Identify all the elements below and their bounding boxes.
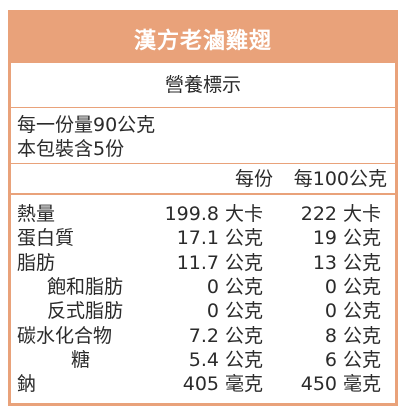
value-per-100g: 450 [300,373,337,396]
unit-per-serving: 公克 [225,300,264,323]
divider [11,163,395,164]
unit-per-100g: 毫克 [343,373,382,396]
value-per-100g: 222 [300,203,337,225]
nutrient-name: 蛋白質 [17,227,75,250]
divider [11,107,395,108]
column-header-per-100g: 每100公克 [293,168,387,190]
serving-size: 每一份量90公克 [17,114,156,136]
unit-per-100g: 公克 [343,324,382,347]
unit-per-100g: 公克 [343,300,382,323]
unit-per-serving: 公克 [225,227,264,250]
value-per-serving: 7.2 [188,324,219,347]
nutrient-name: 碳水化合物 [17,324,113,347]
unit-per-100g: 公克 [343,251,382,274]
nutrition-label: 漢方老滷雞翅 營養標示 每一份量90公克 本包裝含5份 每份 每100公克 熱量… [8,10,398,406]
value-per-serving: 5.4 [188,348,219,371]
value-per-serving: 0 [206,300,219,323]
nutrition-facts-heading: 營養標示 [164,74,241,96]
servings-per-package: 本包裝含5份 [17,138,125,160]
value-per-100g: 0 [324,300,337,323]
nutrient-name: 熱量 [17,203,56,225]
value-per-serving: 0 [206,275,219,298]
value-per-100g: 0 [324,275,337,298]
unit-per-serving: 公克 [225,348,264,371]
unit-per-100g: 公克 [343,275,382,298]
nutrient-name: 反式脂肪 [47,300,124,323]
nutrient-name: 脂肪 [17,251,56,274]
value-per-100g: 13 [312,251,337,274]
divider [11,193,395,195]
value-per-serving: 199.8 [164,203,219,225]
unit-per-serving: 公克 [225,251,264,274]
column-header-per-serving: 每份 [234,168,273,190]
value-per-100g: 19 [312,227,337,250]
value-per-100g: 6 [324,348,337,371]
value-per-serving: 17.1 [176,227,219,250]
title-banner: 漢方老滷雞翅 [11,13,395,63]
unit-per-100g: 公克 [343,227,382,250]
nutrient-name: 飽和脂肪 [47,275,124,298]
unit-per-serving: 公克 [225,275,264,298]
unit-per-100g: 公克 [343,348,382,371]
unit-per-serving: 大卡 [225,203,264,225]
unit-per-serving: 公克 [225,324,264,347]
value-per-100g: 8 [324,324,337,347]
unit-per-100g: 大卡 [343,203,382,225]
unit-per-serving: 毫克 [225,373,264,396]
nutrient-name: 糖 [71,348,91,371]
product-title: 漢方老滷雞翅 [133,29,272,54]
nutrient-name: 鈉 [17,373,37,396]
value-per-serving: 405 [182,373,219,396]
value-per-serving: 11.7 [176,251,219,274]
